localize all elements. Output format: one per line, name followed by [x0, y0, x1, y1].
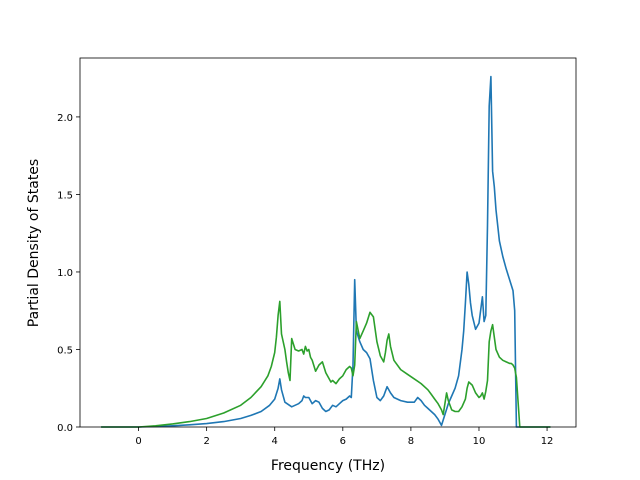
x-tick-label: 8 [408, 436, 414, 447]
series-line-2 [101, 300, 551, 428]
x-tick-label: 2 [203, 436, 209, 447]
plot-frame [79, 57, 577, 428]
y-tick-label: 0.0 [57, 423, 73, 434]
y-tick-label: 0.5 [57, 345, 73, 356]
series-line-1 [101, 75, 551, 428]
x-tick-label: 12 [541, 436, 554, 447]
x-tick-label: 6 [340, 436, 346, 447]
y-tick-label: 2.0 [57, 113, 73, 124]
x-tick-label: 4 [272, 436, 278, 447]
x-axis-label: Frequency (THz) [271, 458, 385, 474]
x-tick-label: 10 [473, 436, 486, 447]
series-layer [101, 75, 551, 428]
y-axis-label: Partial Density of States [26, 159, 42, 327]
x-tick-label: 0 [135, 436, 141, 447]
y-tick-label: 1.5 [57, 190, 73, 201]
y-tick-label: 1.0 [57, 268, 73, 279]
axes-layer: 0 2 4 6 8 10 12 0.0 0.5 1.0 1.5 2.0 [57, 57, 577, 447]
